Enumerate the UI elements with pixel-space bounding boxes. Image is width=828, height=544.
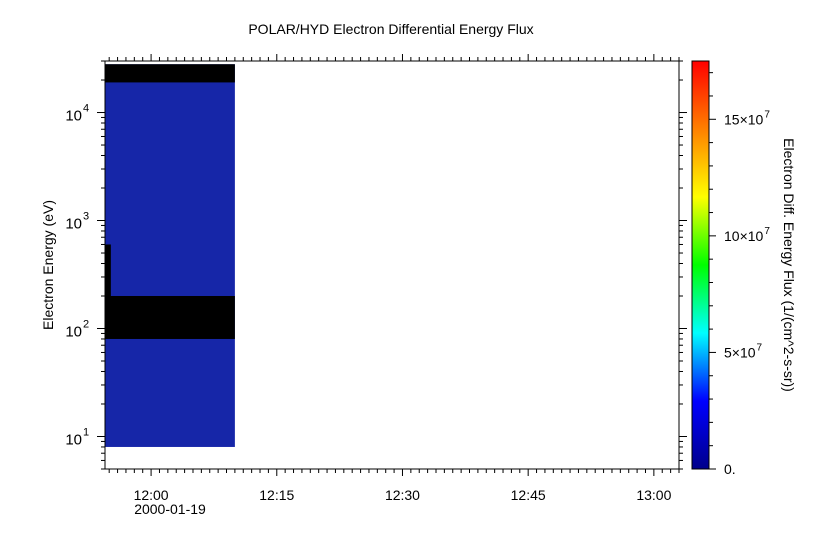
colorbar-tick-exponent: 7	[757, 342, 763, 353]
x-date-label: 2000-01-19	[134, 501, 206, 517]
y-tick-label: 10	[65, 431, 82, 448]
y-tick-label: 10	[65, 108, 82, 125]
colorbar-tick-label: 0.	[724, 461, 736, 477]
colorbar-tick-label: 10×10	[724, 228, 764, 244]
x-axis: 12:00 12:15 12:30 12:45 13:00	[108, 54, 680, 503]
y-tick-exponent: 2	[83, 319, 89, 331]
x-tick-label: 12:00	[134, 487, 169, 503]
x-tick-label: 12:30	[385, 487, 420, 503]
y-axis-label: Electron Energy (eV)	[40, 200, 56, 330]
colorbar-tick-exponent: 7	[764, 226, 770, 237]
plot-frame	[104, 60, 680, 470]
heatmap-region	[105, 244, 111, 310]
chart-title: POLAR/HYD Electron Differential Energy F…	[248, 21, 533, 37]
colorbar-tick-label: 15×10	[724, 111, 764, 127]
y-tick-exponent: 3	[83, 211, 89, 223]
x-tick-label: 12:45	[511, 487, 546, 503]
heatmap-region	[105, 64, 235, 447]
heatmap-region	[105, 295, 235, 339]
colorbar	[691, 60, 710, 470]
colorbar-tick-label: 5×10	[724, 344, 756, 360]
x-tick-label: 12:15	[259, 487, 294, 503]
x-tick-label: 13:00	[636, 487, 671, 503]
heatmap-region	[105, 64, 235, 83]
colorbar-tick-exponent: 7	[764, 109, 770, 120]
heatmap-layer	[105, 64, 235, 447]
colorbar-axis: 0.5×10 710×10 715×10 7	[709, 72, 770, 477]
colorbar-label: Electron Diff. Energy Flux (1/(cm^2-s-sr…	[781, 138, 797, 392]
y-tick-exponent: 1	[83, 426, 89, 438]
y-tick-exponent: 4	[83, 103, 89, 115]
y-tick-label: 10	[65, 216, 82, 233]
y-tick-label: 10	[65, 324, 82, 341]
